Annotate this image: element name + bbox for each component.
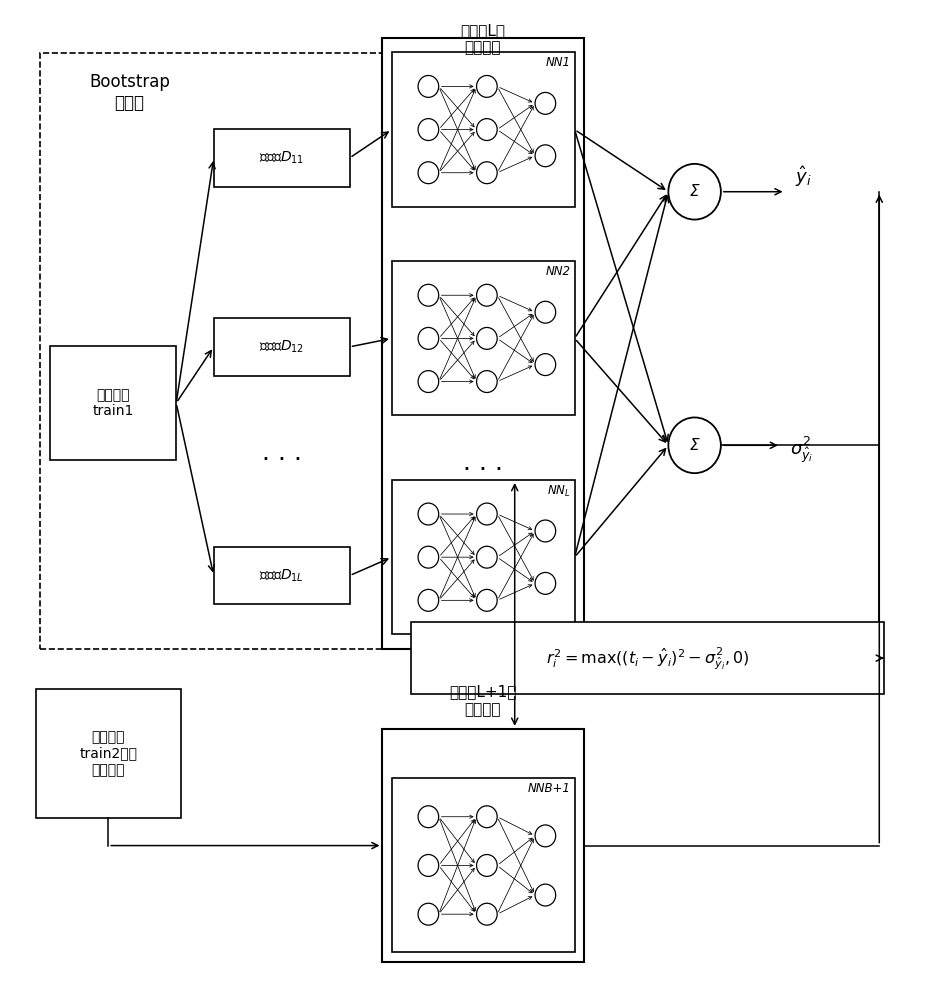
Text: $r_i^2=\mathrm{max}((t_i-\hat{y}_i)^2-\sigma^2_{\hat{y}_i},0)$: $r_i^2=\mathrm{max}((t_i-\hat{y}_i)^2-\s… (546, 645, 749, 672)
Circle shape (476, 284, 497, 306)
Text: 训练第L+1个
神经网络: 训练第L+1个 神经网络 (449, 684, 517, 717)
Circle shape (535, 92, 555, 114)
Text: Σ: Σ (689, 184, 700, 199)
Circle shape (669, 417, 720, 473)
FancyBboxPatch shape (214, 129, 350, 187)
Circle shape (476, 503, 497, 525)
Circle shape (535, 825, 555, 847)
Circle shape (476, 806, 497, 828)
Circle shape (418, 546, 438, 568)
Circle shape (535, 354, 555, 376)
Text: 训练样本
train1: 训练样本 train1 (92, 388, 134, 418)
Circle shape (476, 162, 497, 184)
Circle shape (535, 520, 555, 542)
FancyBboxPatch shape (36, 689, 181, 818)
Text: NN1: NN1 (546, 56, 571, 69)
Circle shape (418, 327, 438, 349)
Circle shape (476, 327, 497, 349)
FancyBboxPatch shape (392, 778, 574, 952)
Circle shape (535, 884, 555, 906)
FancyBboxPatch shape (392, 52, 574, 207)
Circle shape (418, 806, 438, 828)
Text: Bootstrap
重抽样: Bootstrap 重抽样 (89, 73, 170, 112)
Text: Σ: Σ (689, 438, 700, 453)
Text: 子样本$D_{12}$: 子样本$D_{12}$ (259, 339, 305, 355)
Text: 训练前L个
神经网络: 训练前L个 神经网络 (460, 23, 505, 55)
Circle shape (476, 546, 497, 568)
FancyBboxPatch shape (214, 318, 350, 376)
Circle shape (476, 855, 497, 876)
FancyBboxPatch shape (383, 729, 584, 962)
FancyBboxPatch shape (214, 547, 350, 604)
Circle shape (476, 371, 497, 393)
Circle shape (669, 164, 720, 220)
Circle shape (418, 855, 438, 876)
Circle shape (476, 589, 497, 611)
Circle shape (476, 119, 497, 141)
Text: NNB+1: NNB+1 (528, 782, 571, 795)
Text: 子样本$D_{11}$: 子样本$D_{11}$ (259, 150, 305, 166)
Circle shape (418, 589, 438, 611)
Circle shape (476, 903, 497, 925)
Circle shape (418, 162, 438, 184)
Text: $\sigma^2_{\hat{y}_i}$: $\sigma^2_{\hat{y}_i}$ (790, 435, 814, 465)
FancyBboxPatch shape (383, 38, 584, 649)
FancyBboxPatch shape (41, 52, 547, 649)
FancyBboxPatch shape (50, 346, 176, 460)
Text: · · ·: · · · (262, 448, 302, 472)
Text: 训练样本
train2的输
入样本集: 训练样本 train2的输 入样本集 (79, 730, 138, 777)
Circle shape (418, 371, 438, 393)
Text: · · ·: · · · (463, 458, 503, 482)
Text: NN2: NN2 (546, 265, 571, 278)
FancyBboxPatch shape (392, 480, 574, 634)
Circle shape (476, 75, 497, 97)
Circle shape (535, 572, 555, 594)
Circle shape (418, 503, 438, 525)
Circle shape (418, 119, 438, 141)
Circle shape (535, 145, 555, 167)
Text: $\hat{y}_i$: $\hat{y}_i$ (795, 164, 812, 189)
Circle shape (535, 301, 555, 323)
FancyBboxPatch shape (410, 622, 884, 694)
Text: NN$_L$: NN$_L$ (547, 484, 571, 499)
Circle shape (418, 75, 438, 97)
Circle shape (418, 903, 438, 925)
FancyBboxPatch shape (392, 261, 574, 415)
Circle shape (418, 284, 438, 306)
Text: 子样本$D_{1L}$: 子样本$D_{1L}$ (259, 567, 304, 584)
